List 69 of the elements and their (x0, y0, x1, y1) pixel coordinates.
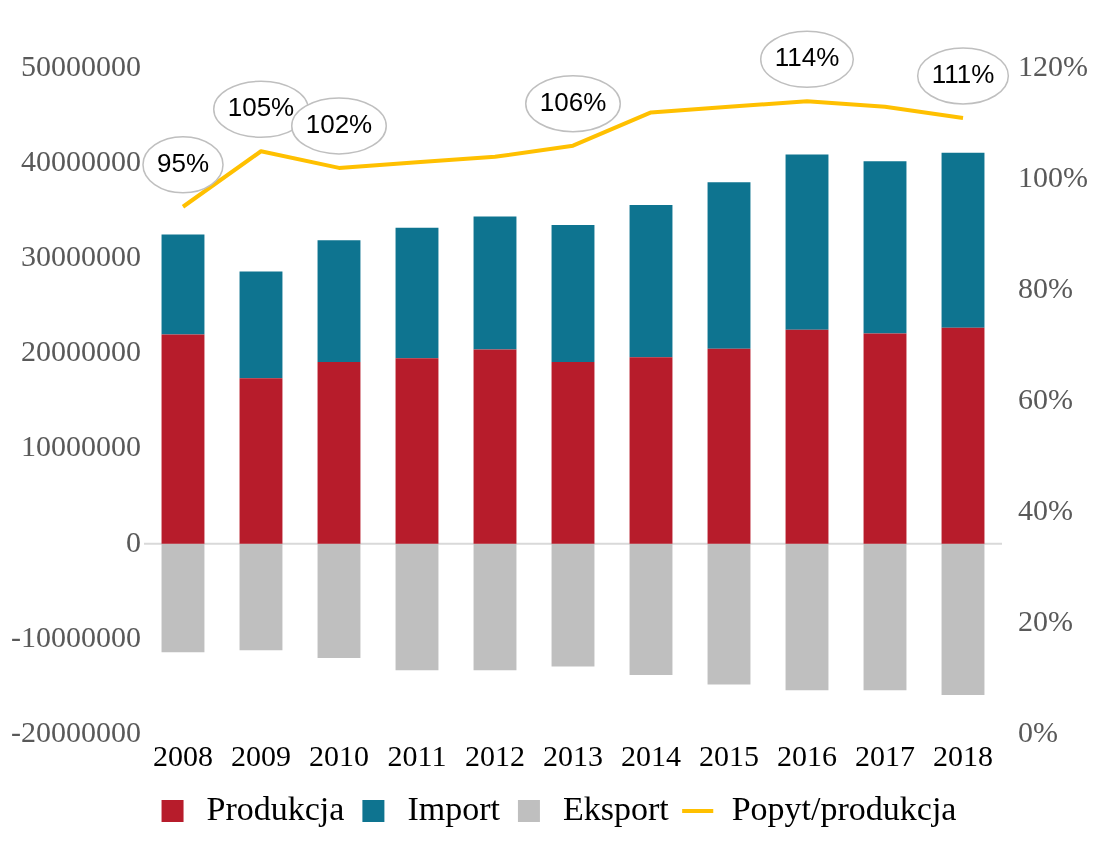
bar (161, 334, 205, 544)
bar (785, 329, 829, 544)
data-label: 106% (539, 86, 607, 117)
data-label: 111% (931, 59, 995, 90)
x-tick-label: 2008 (152, 738, 213, 772)
x-tick-label: 2013 (543, 738, 603, 772)
x-tick-label: 2009 (230, 738, 291, 772)
y2-tick-label: 80% (1018, 270, 1074, 304)
bar (863, 161, 907, 334)
bar (551, 224, 595, 362)
y2-tick-label: 100% (1018, 159, 1089, 193)
data-label: 114% (774, 42, 840, 73)
bar (395, 358, 439, 544)
y-tick-label: 40000000 (20, 144, 141, 178)
data-label: 102% (305, 109, 373, 140)
y2-tick-label: 40% (1018, 492, 1074, 526)
bar (785, 543, 829, 691)
y-tick-label: 20000000 (20, 334, 141, 368)
x-tick-label: 2010 (308, 738, 369, 772)
bar (473, 216, 517, 350)
data-label: 105% (227, 92, 295, 123)
bar (629, 357, 673, 544)
bar (317, 361, 361, 544)
x-tick-label: 2012 (465, 738, 525, 772)
bar (707, 182, 751, 349)
bar (785, 154, 829, 330)
bar (707, 348, 751, 544)
x-tick-label: 2011 (387, 738, 447, 772)
bar (941, 327, 985, 544)
legend-label: Import (407, 789, 501, 827)
bar (239, 271, 283, 379)
bar (239, 378, 283, 544)
bar (863, 543, 907, 691)
legend-label: Eksport (562, 789, 670, 827)
y-tick-label: -10000000 (10, 619, 141, 653)
x-tick-label: 2014 (621, 738, 681, 772)
bar (239, 543, 283, 651)
bar (317, 240, 361, 362)
bar (161, 543, 205, 653)
bar (941, 152, 985, 328)
y2-tick-label: 20% (1018, 603, 1074, 637)
bar (395, 543, 439, 671)
x-tick-label: 2018 (933, 738, 994, 772)
bar (161, 234, 205, 335)
y-tick-label: 10000000 (20, 429, 141, 463)
bar (473, 349, 517, 544)
legend-label: Produkcja (206, 789, 345, 827)
bar (473, 543, 517, 671)
data-label: 95% (156, 147, 210, 178)
bar (863, 333, 907, 544)
y-tick-label: 30000000 (20, 239, 141, 273)
y2-tick-label: 120% (1018, 48, 1089, 82)
x-tick-label: 2017 (855, 738, 916, 772)
y-tick-label: 50000000 (20, 48, 141, 82)
bar (941, 543, 985, 695)
x-tick-label: 2015 (699, 738, 759, 772)
bar (395, 227, 439, 359)
legend-label: Popyt/produkcja (731, 789, 957, 827)
y2-tick-label: 60% (1018, 381, 1074, 415)
bar (707, 543, 751, 685)
bar (629, 543, 673, 676)
bar (551, 543, 595, 667)
y2-tick-label: 0% (1018, 714, 1059, 748)
y-tick-label: -20000000 (10, 714, 141, 748)
bar (317, 543, 361, 658)
y-tick-label: 0 (125, 524, 141, 558)
bar (629, 205, 673, 358)
bar (551, 361, 595, 544)
x-tick-label: 2016 (777, 738, 838, 772)
